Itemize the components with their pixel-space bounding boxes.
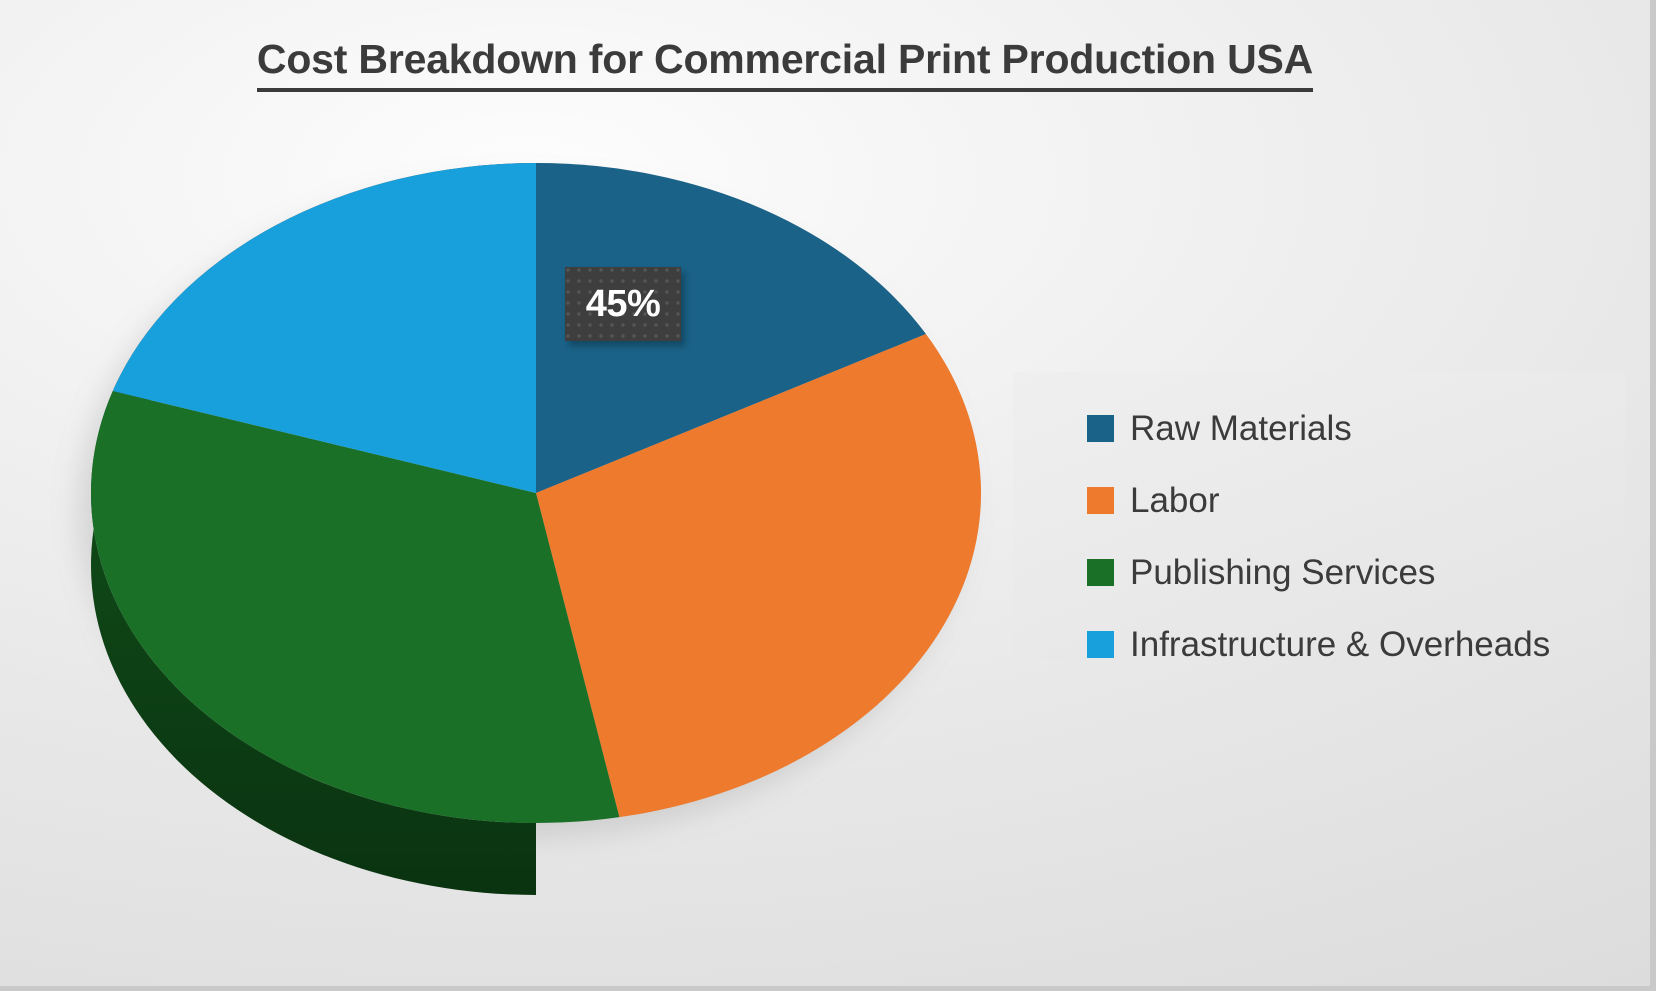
legend-item-label: Infrastructure & Overheads (1130, 624, 1551, 664)
legend-item-infrastructure-overheads[interactable]: Infrastructure & Overheads (1087, 608, 1625, 680)
pie-side-publishing-services (90, 391, 536, 895)
legend-item-label: Raw Materials (1130, 408, 1352, 448)
chart-title-text: Cost Breakdown for Commercial Print Prod… (256, 36, 1313, 92)
pie-chart (40, 120, 1030, 950)
legend-item-raw-materials[interactable]: Raw Materials (1087, 392, 1625, 464)
pie-slice-raw-materials[interactable] (536, 163, 926, 493)
legend-swatch-icon (1087, 558, 1114, 586)
pie-slice-publishing-services[interactable] (90, 391, 620, 823)
legend-swatch-icon (1087, 486, 1114, 514)
pie-slice-infrastructure-overheads[interactable] (112, 163, 537, 493)
page-title: Cost Breakdown for Commercial Print Prod… (0, 36, 1570, 92)
legend-item-label: Labor (1130, 480, 1220, 520)
legend-swatch-icon (1087, 414, 1114, 442)
data-label-raw-materials: 45% (565, 267, 681, 341)
pie-slice-labor[interactable] (536, 334, 981, 818)
legend-swatch-icon (1087, 630, 1114, 658)
legend-item-publishing-services[interactable]: Publishing Services (1087, 536, 1625, 608)
legend-item-label: Publishing Services (1130, 552, 1436, 592)
data-label-value: 45% (585, 282, 661, 325)
legend-item-labor[interactable]: Labor (1087, 464, 1625, 536)
legend: Raw Materials Labor Publishing Services … (1013, 372, 1625, 662)
